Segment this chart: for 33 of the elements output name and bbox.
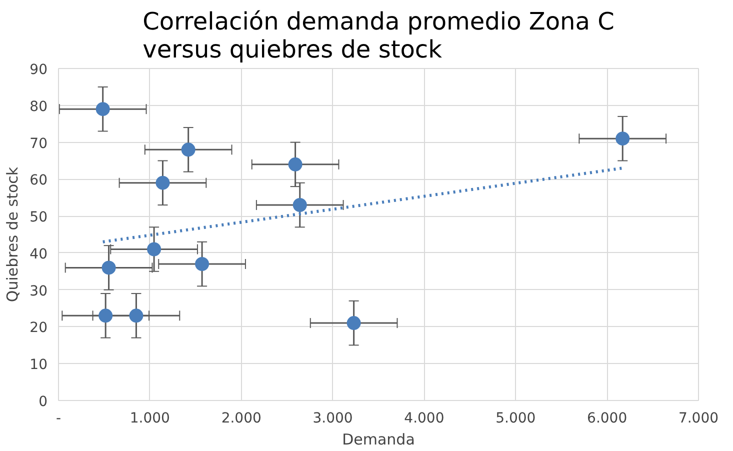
point	[616, 132, 630, 146]
point	[147, 242, 162, 256]
x-tick-label: 6.000	[587, 410, 628, 426]
y-tick-label: 80	[30, 98, 48, 115]
x-tick-label: 3.000	[312, 410, 353, 426]
y-tick-label: 40	[30, 246, 48, 262]
point	[288, 157, 302, 172]
y-tick-label: 0	[38, 394, 48, 410]
y-tick-label: 60	[30, 172, 48, 189]
point	[96, 102, 110, 116]
y-tick-label: 20	[30, 320, 48, 336]
x-tick-label: 1.000	[130, 410, 170, 426]
x-tick-label: 5.000	[496, 410, 536, 426]
y-tick-label: 70	[30, 136, 48, 152]
point	[98, 308, 113, 323]
point	[346, 316, 361, 330]
y-axis-title: Quiebres de stock	[4, 166, 22, 302]
point	[181, 142, 196, 157]
x-tick-label: 2.000	[221, 410, 262, 426]
point	[195, 257, 210, 271]
x-axis-title: Demanda	[342, 430, 415, 448]
point	[102, 260, 116, 275]
x-tick-label: -	[56, 410, 62, 426]
chart-title: Correlación demanda promedio Zona C versus quiebres de stock	[142, 8, 614, 64]
y-tick-label: 90	[30, 62, 48, 78]
y-tick-label: 10	[30, 357, 48, 374]
point	[156, 176, 170, 190]
x-tick-label: 7.000	[678, 410, 719, 426]
y-tick-label: 50	[30, 210, 48, 226]
point	[292, 198, 307, 212]
x-tick-label: 4.000	[404, 410, 444, 426]
y-tick-label: 30	[30, 283, 48, 300]
point	[129, 308, 144, 323]
